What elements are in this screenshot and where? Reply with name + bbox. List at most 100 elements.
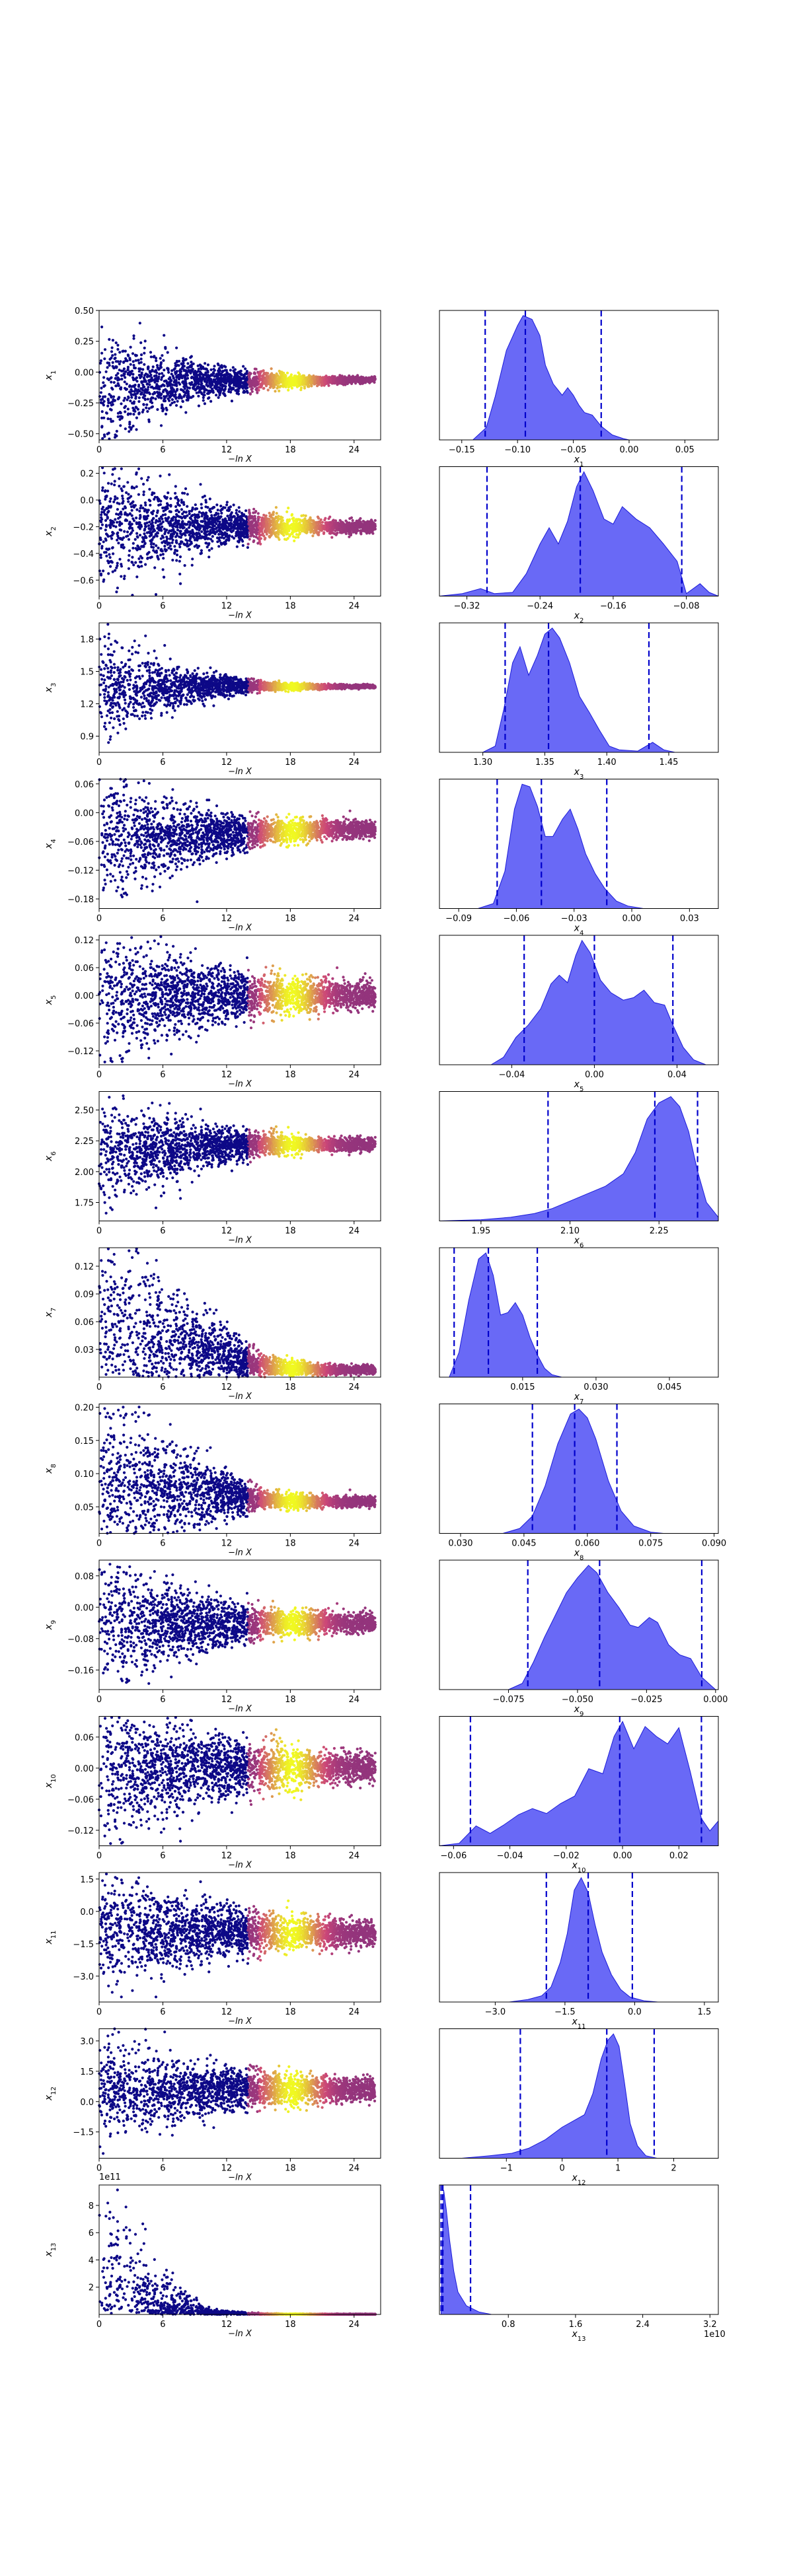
trace-point: [255, 521, 258, 524]
trace-point: [130, 373, 132, 375]
trace-point: [112, 532, 115, 535]
trace-point: [237, 540, 239, 543]
trace-point: [280, 528, 283, 530]
trace-point: [133, 519, 135, 522]
trace-point: [274, 390, 276, 392]
trace-point: [114, 377, 117, 380]
trace-ytick-label: −0.4: [73, 550, 94, 559]
trace-point: [197, 365, 200, 367]
trace-point: [280, 517, 283, 519]
trace-point: [128, 385, 131, 388]
trace-point: [200, 549, 203, 552]
trace-point: [173, 552, 176, 555]
trace-point: [272, 526, 275, 529]
trace-point: [311, 534, 314, 537]
trace-point: [173, 545, 176, 548]
trace-point: [190, 383, 192, 386]
trace-point: [128, 430, 130, 433]
trace-point: [366, 522, 369, 524]
trace-point: [163, 380, 166, 382]
trace-point: [105, 532, 108, 535]
trace-point: [277, 515, 280, 517]
trace-point: [229, 385, 231, 388]
trace-point: [114, 495, 116, 498]
trace-point: [267, 388, 270, 391]
trace-xtick-label: 18: [285, 602, 296, 612]
trace-point: [129, 400, 132, 402]
trace-point: [266, 526, 268, 528]
trace-point: [275, 535, 278, 538]
trace-point: [100, 359, 102, 362]
trace-point: [264, 530, 266, 532]
trace-point: [134, 561, 137, 564]
trace-point: [200, 391, 202, 394]
trace-point: [207, 384, 209, 387]
trace-point: [100, 556, 102, 559]
trace-point: [356, 524, 358, 526]
trace-point: [285, 511, 288, 513]
trace-point: [142, 403, 145, 406]
trace-point: [132, 360, 135, 363]
trace-point: [302, 519, 305, 521]
trace-point: [198, 382, 200, 385]
trace-point: [140, 361, 143, 364]
trace-point: [235, 372, 237, 375]
trace-point: [363, 378, 366, 381]
trace-point: [287, 386, 290, 388]
trace-point: [109, 418, 112, 421]
trace-point: [157, 509, 159, 512]
trace-point: [169, 505, 172, 507]
trace-point: [102, 580, 105, 583]
trace-point: [105, 495, 108, 497]
trace-point: [162, 359, 165, 362]
trace-point: [135, 521, 138, 524]
trace-point: [224, 365, 227, 368]
trace-point: [186, 390, 188, 392]
trace-point: [145, 406, 147, 409]
trace-point: [179, 526, 182, 529]
trace-point: [233, 503, 235, 506]
trace-point: [204, 362, 206, 365]
trace-point: [167, 669, 170, 672]
trace-point: [102, 540, 105, 543]
trace-point: [344, 524, 347, 526]
trace-panel-x1: [96, 310, 381, 443]
trace-point: [219, 530, 221, 532]
trace-point: [182, 503, 185, 506]
trace-point: [105, 555, 108, 557]
trace-point: [287, 389, 289, 392]
trace-point: [116, 562, 119, 565]
trace-point: [370, 524, 373, 526]
trace-point: [182, 385, 185, 388]
trace-point: [217, 533, 220, 536]
trace-point: [149, 392, 151, 395]
trace-point: [178, 378, 180, 380]
trace-point: [163, 395, 165, 398]
trace-point: [137, 468, 140, 470]
trace-point: [211, 507, 213, 510]
trace-point: [112, 361, 114, 364]
trace-point: [174, 397, 177, 400]
trace-point: [122, 547, 125, 550]
trace-point: [151, 396, 153, 399]
trace-point: [100, 391, 102, 394]
trace-point: [175, 539, 178, 542]
trace-point: [210, 547, 213, 550]
trace-point: [184, 564, 186, 567]
trace-point: [322, 528, 325, 530]
trace-point: [287, 507, 289, 509]
trace-point: [109, 497, 112, 500]
trace-point: [167, 367, 169, 370]
trace-point: [344, 520, 347, 522]
trace-point: [355, 532, 358, 534]
trace-point: [181, 513, 184, 515]
trace-point: [329, 524, 332, 526]
trace-point: [135, 359, 137, 362]
trace-point: [343, 379, 346, 382]
trace-point: [126, 359, 129, 362]
trace-point: [106, 412, 108, 415]
trace-point: [269, 386, 272, 389]
trace-point: [182, 360, 184, 363]
trace-point: [200, 530, 203, 533]
trace-point: [234, 368, 237, 371]
